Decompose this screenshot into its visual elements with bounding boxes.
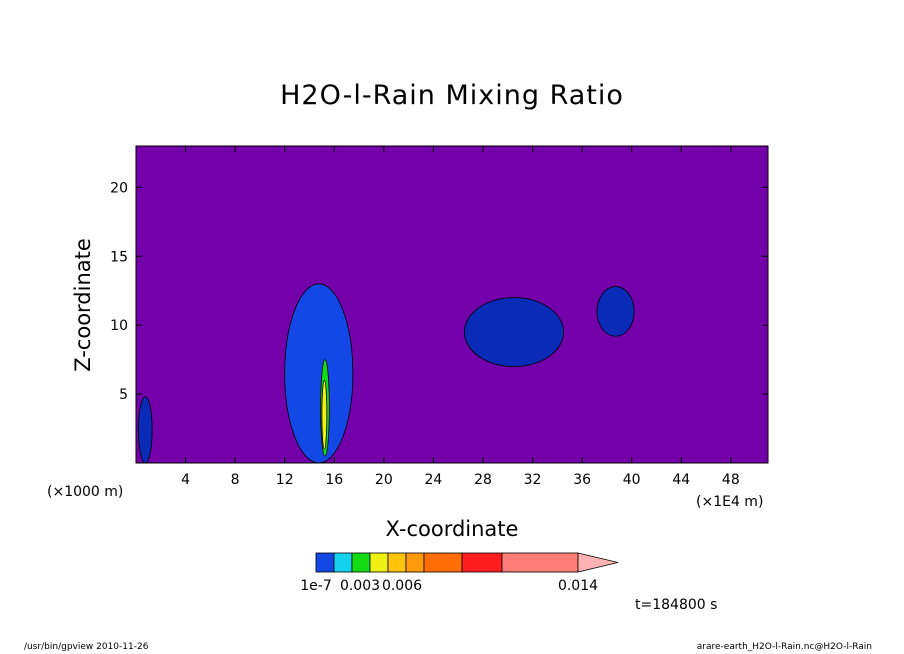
x-unit-left: (×1000 m) bbox=[47, 484, 123, 500]
x-tick-label: 48 bbox=[722, 472, 740, 488]
x-tick-label: 12 bbox=[276, 472, 294, 488]
colorbar-swatch bbox=[387, 552, 407, 573]
colorbar-swatch bbox=[461, 552, 503, 573]
contour-regions bbox=[138, 283, 635, 464]
colorbar-label: 0.006 bbox=[382, 578, 422, 594]
colorbar-arrow bbox=[577, 552, 619, 573]
x-tick-label: 32 bbox=[524, 472, 542, 488]
y-tick-label: 20 bbox=[110, 180, 128, 196]
contour-cell-x15 bbox=[284, 283, 354, 464]
colorbar-swatch bbox=[369, 552, 389, 573]
x-tick-label: 4 bbox=[181, 472, 190, 488]
x-unit-right: (×1E4 m) bbox=[696, 494, 763, 510]
contour-cell-x29 bbox=[463, 297, 564, 367]
y-tick-label: 5 bbox=[119, 387, 128, 403]
x-tick-label: 40 bbox=[623, 472, 641, 488]
x-tick-label: 36 bbox=[573, 472, 591, 488]
colorbar: 1e-7 0.003 0.006 0.014 bbox=[300, 552, 619, 594]
x-tick-label: 16 bbox=[325, 472, 343, 488]
x-tick-label: 24 bbox=[424, 472, 442, 488]
colorbar-label: 1e-7 bbox=[300, 578, 331, 594]
colorbar-swatch bbox=[351, 552, 371, 573]
contour-cell-x39 bbox=[596, 286, 635, 337]
x-tick-label: 44 bbox=[672, 472, 690, 488]
field-background bbox=[135, 145, 769, 464]
colorbar-label: 0.003 bbox=[340, 578, 380, 594]
y-tick-label: 10 bbox=[110, 318, 128, 334]
y-tick-label: 15 bbox=[110, 249, 128, 265]
y-axis-label: Z-coordinate bbox=[71, 238, 95, 372]
chart-title: H2O-l-Rain Mixing Ratio bbox=[280, 80, 624, 111]
x-tick-label: 20 bbox=[375, 472, 393, 488]
colorbar-swatch bbox=[405, 552, 425, 573]
colorbar-swatch bbox=[315, 552, 335, 573]
x-axis-label: X-coordinate bbox=[386, 517, 519, 541]
x-tick-label: 8 bbox=[231, 472, 240, 488]
x-tick-label: 28 bbox=[474, 472, 492, 488]
contour-cell-x1 bbox=[138, 396, 153, 464]
contour-core-x15-yellow bbox=[321, 379, 328, 450]
footer-left: /usr/bin/gpview 2010-11-26 bbox=[24, 642, 149, 652]
footer-right: arare-earth_H2O-l-Rain.nc@H2O-l-Rain bbox=[696, 642, 872, 652]
colorbar-swatch bbox=[501, 552, 579, 573]
colorbar-swatch bbox=[333, 552, 353, 573]
colorbar-swatch bbox=[423, 552, 463, 573]
time-label: t=184800 s bbox=[635, 597, 717, 613]
colorbar-label: 0.014 bbox=[558, 578, 598, 594]
